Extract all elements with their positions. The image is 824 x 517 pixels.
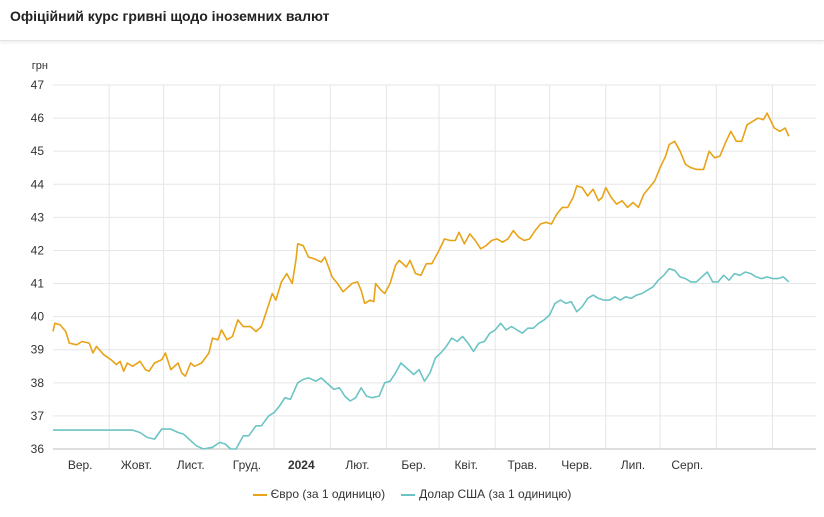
chart-series <box>52 112 790 450</box>
x-tick-label: Лип. <box>621 458 645 472</box>
legend-swatch <box>401 493 416 496</box>
x-tick-label: Лют. <box>345 458 369 472</box>
y-axis: грн 36 37 38 39 40 41 42 43 44 45 46 47 <box>31 60 48 456</box>
x-tick-label: Груд. <box>233 458 261 472</box>
y-tick-label: 46 <box>31 111 45 125</box>
page-header: Офіційний курс гривні щодо іноземних вал… <box>0 0 824 41</box>
chart-legend: Євро (за 1 одиницю) Долар США (за 1 одини… <box>0 487 824 501</box>
x-tick-label: Трав. <box>508 458 538 472</box>
x-tick-label: Вер. <box>68 458 93 472</box>
y-tick-label: 45 <box>31 144 45 158</box>
y-tick-label: 39 <box>31 343 45 357</box>
series-line-2 <box>53 267 790 450</box>
x-tick-label: Черв. <box>561 458 592 472</box>
y-axis-unit-label: грн <box>32 60 48 72</box>
x-tick-label: 2024 <box>288 458 315 472</box>
x-tick-label: Квіт. <box>454 458 478 472</box>
page-title: Офіційний курс гривні щодо іноземних вал… <box>10 8 330 24</box>
x-tick-label: Жовт. <box>121 458 152 472</box>
legend-item-1[interactable]: Євро (за 1 одиницю) <box>252 487 386 501</box>
x-tick-label: Лист. <box>177 458 205 472</box>
y-tick-label: 42 <box>31 243 45 257</box>
y-tick-label: 36 <box>31 442 45 456</box>
legend-item-2[interactable]: Долар США (за 1 одиницю) <box>401 487 571 501</box>
y-tick-label: 47 <box>31 78 45 92</box>
y-tick-label: 40 <box>31 310 45 324</box>
legend-swatch <box>252 493 267 496</box>
x-tick-label: Бер. <box>401 458 426 472</box>
y-tick-label: 43 <box>31 210 45 224</box>
y-tick-label: 41 <box>31 277 45 291</box>
y-tick-label: 37 <box>31 409 45 423</box>
legend-label: Євро (за 1 одиницю) <box>270 487 386 501</box>
legend-label: Долар США (за 1 одиницю) <box>419 487 572 501</box>
chart-grid <box>53 84 816 450</box>
x-axis: Вер. Жовт. Лист. Груд. 2024 Лют. Бер. Квіт. Трав… <box>68 458 703 472</box>
series-line-1 <box>52 112 790 377</box>
y-tick-label: 44 <box>31 177 45 191</box>
exchange-rate-chart: грн 36 37 38 39 40 41 42 43 44 45 46 47 Вер. Жовт. Ли… <box>31 60 816 472</box>
y-tick-label: 38 <box>31 376 45 390</box>
x-tick-label: Серп. <box>671 458 703 472</box>
